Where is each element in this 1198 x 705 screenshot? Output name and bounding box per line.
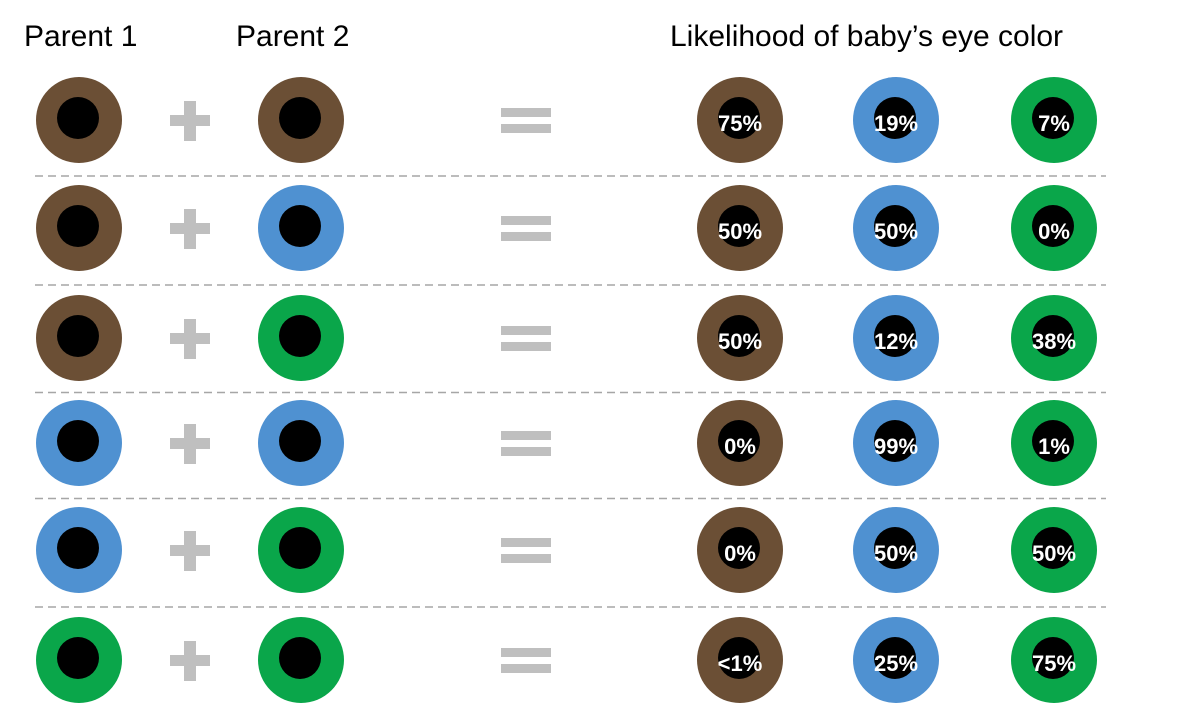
plus-sign	[184, 209, 196, 249]
outcome-eye-pupil	[874, 527, 916, 569]
plus-sign	[184, 101, 196, 141]
plus-sign	[184, 531, 196, 571]
outcome-eye-pupil	[718, 205, 760, 247]
likelihood-label: 50%	[1032, 541, 1076, 566]
likelihood-label: 0%	[724, 541, 756, 566]
likelihood-label: 50%	[874, 219, 918, 244]
outcome-eye-pupil	[1032, 97, 1074, 139]
outcome-eye-pupil	[874, 205, 916, 247]
outcome-eye-pupil	[874, 315, 916, 357]
equals-sign	[501, 447, 551, 456]
parent2-eye-pupil	[279, 97, 321, 139]
parent2-eye-pupil	[279, 637, 321, 679]
likelihood-label: 50%	[718, 219, 762, 244]
plus-sign	[184, 641, 196, 681]
parent1-eye-pupil	[57, 205, 99, 247]
outcome-eye-pupil	[718, 97, 760, 139]
equals-sign	[501, 342, 551, 351]
likelihood-label: 1%	[1038, 434, 1070, 459]
likelihood-label: 50%	[718, 329, 762, 354]
outcome-eye-pupil	[718, 637, 760, 679]
outcome-eye-pupil	[718, 420, 760, 462]
likelihood-label: 50%	[874, 541, 918, 566]
parent2-eye-pupil	[279, 420, 321, 462]
outcome-eye-pupil	[1032, 315, 1074, 357]
equals-sign	[501, 431, 551, 440]
equals-sign	[501, 108, 551, 117]
parent1-eye-pupil	[57, 315, 99, 357]
likelihood-label: 99%	[874, 434, 918, 459]
likelihood-label: 12%	[874, 329, 918, 354]
likelihood-label: 75%	[1032, 651, 1076, 676]
parent1-eye-pupil	[57, 527, 99, 569]
parent1-eye-pupil	[57, 97, 99, 139]
equals-sign	[501, 648, 551, 657]
parent2-eye-pupil	[279, 315, 321, 357]
outcome-eye-pupil	[1032, 205, 1074, 247]
outcome-eye-pupil	[874, 97, 916, 139]
plus-sign	[184, 319, 196, 359]
likelihood-label: 0%	[724, 434, 756, 459]
outcome-eye-pupil	[1032, 527, 1074, 569]
likelihood-label: 75%	[718, 111, 762, 136]
outcome-eye-pupil	[1032, 637, 1074, 679]
outcome-eye-pupil	[718, 527, 760, 569]
parent2-header: Parent 2	[236, 20, 349, 53]
parent2-eye-pupil	[279, 527, 321, 569]
equals-sign	[501, 664, 551, 673]
likelihood-label: 25%	[874, 651, 918, 676]
equals-sign	[501, 326, 551, 335]
equals-sign	[501, 124, 551, 133]
parent1-eye-pupil	[57, 637, 99, 679]
equals-sign	[501, 232, 551, 241]
parent2-eye-pupil	[279, 205, 321, 247]
outcome-eye-pupil	[874, 637, 916, 679]
likelihood-header: Likelihood of baby’s eye color	[670, 20, 1063, 53]
likelihood-label: 0%	[1038, 219, 1070, 244]
equals-sign	[501, 554, 551, 563]
parent1-eye-pupil	[57, 420, 99, 462]
likelihood-label: 19%	[874, 111, 918, 136]
parent1-header: Parent 1	[24, 20, 137, 53]
likelihood-label: 38%	[1032, 329, 1076, 354]
equals-sign	[501, 538, 551, 547]
outcome-eye-pupil	[874, 420, 916, 462]
outcome-eye-pupil	[718, 315, 760, 357]
plus-sign	[184, 424, 196, 464]
equals-sign	[501, 216, 551, 225]
likelihood-label: <1%	[718, 651, 763, 676]
likelihood-label: 7%	[1038, 111, 1070, 136]
outcome-eye-pupil	[1032, 420, 1074, 462]
